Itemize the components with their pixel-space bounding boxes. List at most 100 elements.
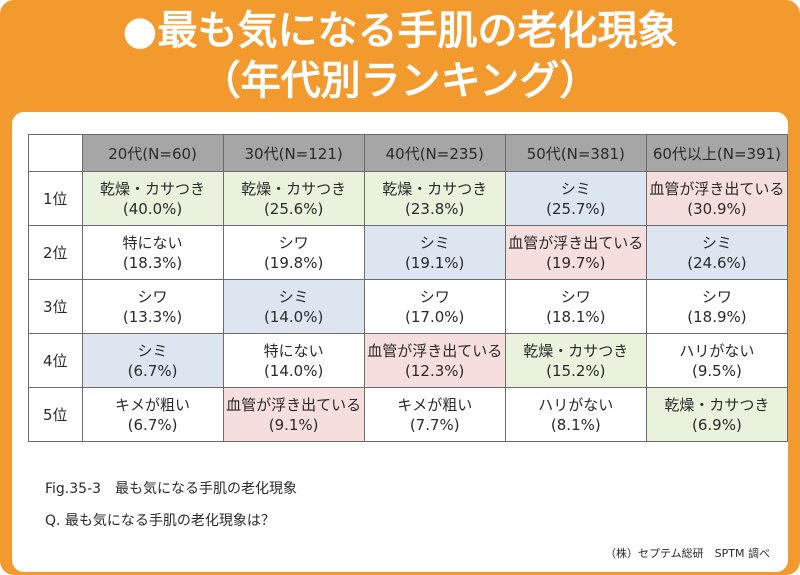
cell-label: 乾燥・カサつき bbox=[664, 395, 770, 414]
cell-label: キメが粗い bbox=[115, 395, 191, 414]
chart-title: ●最も気になる手肌の老化現象 （年代別ランキング） bbox=[0, 6, 800, 106]
cell-label: 乾燥・カサつき bbox=[523, 341, 629, 360]
column-header: 40代(N=235) bbox=[363, 134, 506, 172]
table-row: 3位 シワ (13.3%) シミ (14.0%) シワ (17.0%) シワ (18.1%) シワ… bbox=[28, 279, 789, 334]
cell-label: シミ bbox=[419, 233, 450, 252]
rank-label: 3位 bbox=[28, 279, 83, 334]
table-cell: ハリがない (8.1%) bbox=[504, 387, 647, 442]
header-row: 20代(N=60) 30代(N=121) 40代(N=235) 50代(N=381) 6… bbox=[28, 134, 789, 172]
table-cell: 乾燥・カサつき (23.8%) bbox=[363, 171, 506, 226]
table-cell: キメが粗い (7.7%) bbox=[363, 387, 506, 442]
cell-percentage: (7.7%) bbox=[409, 415, 460, 434]
table-cell: シミ (24.6%) bbox=[645, 225, 789, 280]
table-cell: シミ (14.0%) bbox=[222, 279, 365, 334]
table-cell: シワ (18.1%) bbox=[504, 279, 647, 334]
cell-percentage: (13.3%) bbox=[122, 307, 183, 326]
content-panel: 20代(N=60) 30代(N=121) 40代(N=235) 50代(N=381) 6… bbox=[12, 112, 789, 572]
column-header: 60代以上(N=391) bbox=[645, 134, 789, 172]
cell-percentage: (30.9%) bbox=[687, 199, 747, 218]
table-cell: シワ (18.9%) bbox=[645, 279, 789, 334]
cell-label: シワ bbox=[278, 233, 309, 252]
cell-label: 血管が浮き出ている bbox=[649, 179, 785, 198]
cell-percentage: (19.8%) bbox=[263, 253, 324, 272]
cell-percentage: (23.8%) bbox=[405, 199, 465, 218]
cell-percentage: (18.1%) bbox=[546, 307, 606, 326]
cell-percentage: (19.1%) bbox=[405, 253, 465, 272]
cell-percentage: (25.6%) bbox=[263, 199, 324, 218]
column-header: 30代(N=121) bbox=[222, 134, 365, 172]
table-cell: シワ (13.3%) bbox=[81, 279, 224, 334]
table-cell: シミ (6.7%) bbox=[81, 333, 224, 388]
figure-caption: Fig.35-3 最も気になる手肌の老化現象 bbox=[45, 481, 298, 497]
table-row: 1位 乾燥・カサつき (40.0%) 乾燥・カサつき (25.6%) 乾燥・カサつき (23… bbox=[28, 171, 789, 226]
title-line-1: ●最も気になる手肌の老化現象 bbox=[122, 8, 678, 54]
cell-label: 特にない bbox=[263, 341, 324, 360]
cell-label: 血管が浮き出ている bbox=[226, 395, 362, 414]
cell-percentage: (18.3%) bbox=[122, 253, 183, 272]
table-cell: 特にない (18.3%) bbox=[81, 225, 224, 280]
cell-label: 乾燥・カサつき bbox=[382, 179, 488, 198]
cell-percentage: (18.9%) bbox=[687, 307, 747, 326]
table-row: 5位 キメが粗い (6.7%) 血管が浮き出ている (9.1%) キメが粗い (7.7%) ハ… bbox=[28, 387, 789, 442]
cell-percentage: (14.0%) bbox=[263, 307, 324, 326]
column-header: 50代(N=381) bbox=[504, 134, 647, 172]
cell-percentage: (9.5%) bbox=[692, 361, 742, 380]
table-cell: ハリがない (9.5%) bbox=[645, 333, 789, 388]
cell-percentage: (6.7%) bbox=[127, 415, 178, 434]
title-line-2: （年代別ランキング） bbox=[200, 58, 600, 104]
source-note: （株）セプテム総研 SPTM 調べ bbox=[605, 547, 770, 560]
table-cell: 乾燥・カサつき (25.6%) bbox=[222, 171, 365, 226]
table-cell: シワ (17.0%) bbox=[363, 279, 506, 334]
rank-label: 1位 bbox=[28, 171, 83, 226]
table-cell: 乾燥・カサつき (40.0%) bbox=[81, 171, 224, 226]
cell-label: シワ bbox=[701, 287, 732, 306]
cell-label: 乾燥・カサつき bbox=[241, 179, 347, 198]
table-body: 1位 乾燥・カサつき (40.0%) 乾燥・カサつき (25.6%) 乾燥・カサつき (23… bbox=[28, 171, 789, 442]
table-cell: 血管が浮き出ている (19.7%) bbox=[504, 225, 647, 280]
cell-percentage: (6.7%) bbox=[127, 361, 178, 380]
rank-label: 5位 bbox=[28, 387, 83, 442]
table-cell: キメが粗い (6.7%) bbox=[81, 387, 224, 442]
cell-label: 血管が浮き出ている bbox=[508, 233, 644, 252]
cell-label: キメが粗い bbox=[397, 395, 473, 414]
cell-label: 乾燥・カサつき bbox=[100, 179, 206, 198]
cell-percentage: (17.0%) bbox=[405, 307, 465, 326]
cell-label: シワ bbox=[560, 287, 591, 306]
table-row: 4位 シミ (6.7%) 特にない (14.0%) 血管が浮き出ている (12.3%) 乾燥・… bbox=[28, 333, 789, 388]
table-cell: 血管が浮き出ている (30.9%) bbox=[645, 171, 789, 226]
cell-label: シワ bbox=[137, 287, 168, 306]
corner-cell bbox=[28, 134, 83, 172]
cell-label: シミ bbox=[137, 341, 168, 360]
cell-percentage: (15.2%) bbox=[546, 361, 606, 380]
table-row: 2位 特にない (18.3%) シワ (19.8%) シミ (19.1%) 血管が浮き出ている… bbox=[28, 225, 789, 280]
cell-percentage: (6.9%) bbox=[692, 415, 742, 434]
table-cell: 乾燥・カサつき (15.2%) bbox=[504, 333, 647, 388]
cell-label: シミ bbox=[560, 179, 591, 198]
cell-percentage: (19.7%) bbox=[546, 253, 606, 272]
table-cell: 血管が浮き出ている (12.3%) bbox=[363, 333, 506, 388]
cell-percentage: (25.7%) bbox=[546, 199, 606, 218]
ranking-table: 20代(N=60) 30代(N=121) 40代(N=235) 50代(N=381) 6… bbox=[28, 134, 789, 442]
rank-label: 2位 bbox=[28, 225, 83, 280]
cell-label: シミ bbox=[278, 287, 309, 306]
table-cell: シミ (19.1%) bbox=[363, 225, 506, 280]
rank-label: 4位 bbox=[28, 333, 83, 388]
cell-percentage: (8.1%) bbox=[550, 415, 601, 434]
cell-label: 血管が浮き出ている bbox=[367, 341, 503, 360]
question-caption: Q. 最も気になる手肌の老化現象は？ bbox=[45, 513, 275, 529]
cell-percentage: (9.1%) bbox=[268, 415, 319, 434]
cell-percentage: (14.0%) bbox=[263, 361, 324, 380]
table-cell: 血管が浮き出ている (9.1%) bbox=[222, 387, 365, 442]
table-cell: シワ (19.8%) bbox=[222, 225, 365, 280]
cell-label: シワ bbox=[419, 287, 450, 306]
cell-percentage: (40.0%) bbox=[122, 199, 183, 218]
table-cell: 特にない (14.0%) bbox=[222, 333, 365, 388]
cell-percentage: (12.3%) bbox=[405, 361, 465, 380]
cell-label: シミ bbox=[701, 233, 732, 252]
table-cell: 乾燥・カサつき (6.9%) bbox=[645, 387, 789, 442]
cell-percentage: (24.6%) bbox=[687, 253, 747, 272]
cell-label: ハリがない bbox=[538, 395, 614, 414]
cell-label: 特にない bbox=[122, 233, 183, 252]
column-header: 20代(N=60) bbox=[81, 134, 224, 172]
